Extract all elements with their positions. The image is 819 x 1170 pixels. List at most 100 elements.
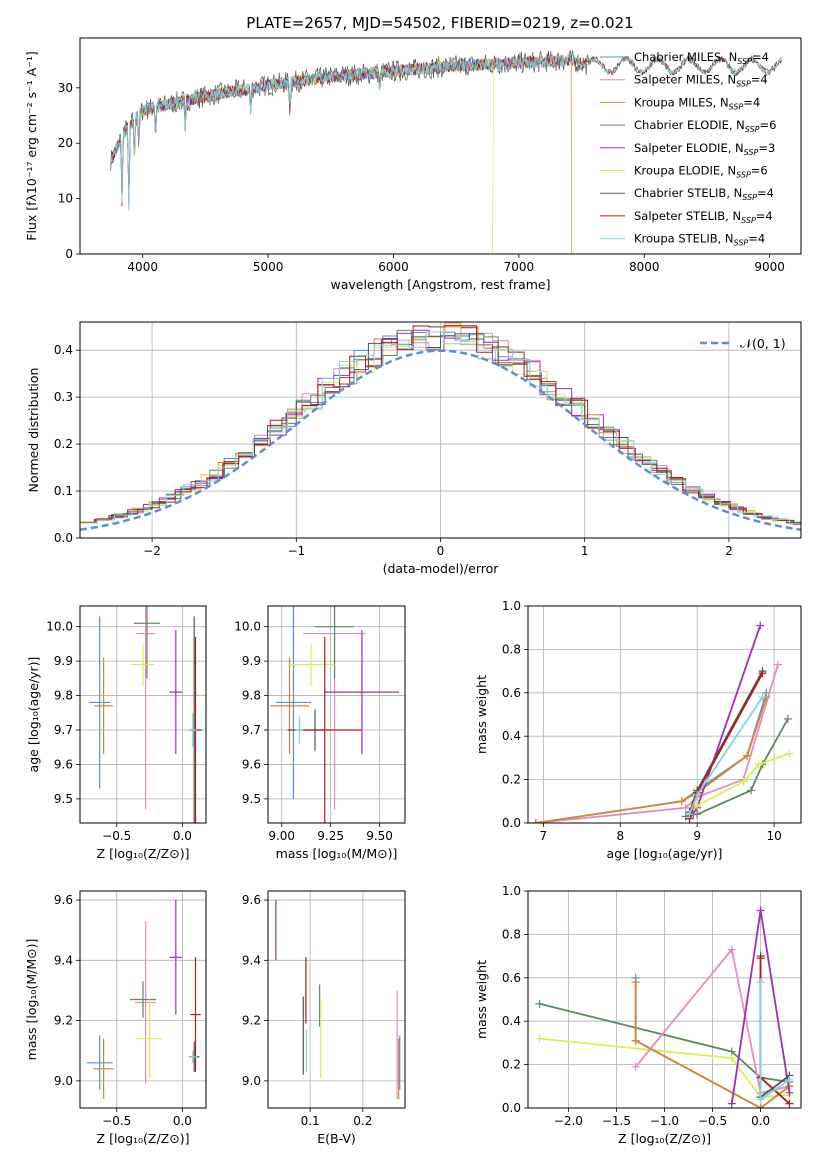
y-tick-label: 1.0 [502,884,521,898]
weight-marker [727,945,736,954]
weight-marker [785,749,794,758]
weight-line [685,718,789,818]
y-tick-label: 0 [65,247,73,261]
legend-entry: Kroupa ELODIE, NSSP=6 [634,164,768,180]
y-tick-label: 0.8 [502,927,521,941]
chart-panel-1: −2 −1 0 1 2 0.0 0.1 0.2 0.3 0.4 (data-model)/error… [26,321,802,576]
spectrum-line-kroupa-elodie [110,57,495,254]
y-tick-label: 0.4 [502,1014,521,1028]
y-tick-label: 9.5 [54,792,73,806]
chart-panel-3: 9.00 9.25 9.50 9.5 9.6 9.7 9.8 9.9 10.0 mass [log… [234,605,406,861]
hist-salpeter-stelib [80,325,801,538]
weight-marker [756,978,765,987]
y-tick-label: 0.0 [54,531,73,545]
y-axis-label: mass [log₁₀(M/M⊙)] [24,939,39,1061]
weight-marker [747,786,756,795]
y-tick-label: 0.3 [54,390,73,404]
weight-marker [773,660,782,669]
x-axis-label: Z [log₁₀(Z/Z⊙)] [97,1131,190,1146]
x-tick-label: 6000 [378,260,409,274]
weight-marker [681,812,690,821]
weight-marker [535,1034,544,1043]
x-tick-label: 0.0 [751,1114,770,1128]
x-tick-label: 5000 [253,260,284,274]
legend-entry: Salpeter STELIB, NSSP=4 [634,209,773,225]
weight-marker [535,999,544,1008]
x-tick-label: −0.5 [698,1114,727,1128]
y-tick-label: 0.4 [502,729,521,743]
weight-marker [631,1062,640,1071]
weight-marker [785,1099,794,1108]
weight-line [535,664,779,823]
hist-kroupa-stelib [80,331,801,538]
y-axis-label: mass weight [474,960,489,1039]
x-tick-label: 0.1 [301,1114,320,1128]
weight-marker [631,1036,640,1045]
chart-panel-6: 0.1 0.2 9.0 9.2 9.4 9.6 E(B-V) [242,890,406,1146]
y-tick-label: 10.0 [46,620,73,634]
y-tick-label: 9.6 [242,757,261,771]
x-tick-label: 0.2 [353,1114,372,1128]
hist-kroupa-elodie [80,323,801,538]
y-tick-label: 30 [58,81,73,95]
weight-marker [756,1104,765,1108]
weight-marker [756,621,765,630]
y-tick-label: 20 [58,136,73,150]
y-axis-label: mass weight [474,675,489,754]
axes-frame [527,890,802,1109]
weight-marker [743,751,752,760]
plot-area [269,606,400,823]
spectrum-line-chabrier-miles [110,53,572,210]
x-tick-label: −1.5 [602,1114,631,1128]
legend-entry: 𝒩(0, 1) [740,336,786,351]
axes-frame [267,890,406,1109]
x-axis-label: (data-model)/error [383,561,500,576]
weight-marker [756,1095,765,1104]
y-tick-label: 9.8 [242,689,261,703]
weight-marker [756,906,765,915]
y-tick-label: 9.2 [54,1014,73,1028]
x-tick-label: −1 [287,544,305,558]
x-axis-label: wavelength [Angstrom, rest frame] [330,277,550,292]
weight-marker [727,1054,736,1063]
x-tick-label: 9.25 [317,829,344,843]
x-tick-label: 1 [581,544,589,558]
figure-title: PLATE=2657, MJD=54502, FIBERID=0219, z=0… [246,14,633,32]
y-tick-label: 9.6 [54,893,73,907]
x-axis-label: E(B-V) [317,1131,356,1146]
plot-area [275,900,401,1099]
y-tick-label: 9.9 [242,654,261,668]
x-tick-label: 7000 [504,260,535,274]
weight-line [634,982,791,1108]
weight-marker [754,760,763,769]
legend-entry: Chabrier MILES, NSSP=4 [634,50,769,66]
spectrum-line-kroupa-stelib [110,54,783,211]
x-tick-label: 10 [766,829,781,843]
weight-marker [783,714,792,723]
legend-entry: Salpeter ELODIE, NSSP=3 [634,141,775,157]
weight-marker [758,669,767,678]
weight-marker [677,797,686,806]
y-axis-label: age [log₁₀(age/yr)] [26,657,41,773]
axes-frame [527,605,802,824]
weight-marker [739,777,748,786]
weight-line [759,956,791,1100]
weight-marker [531,819,540,823]
weight-marker [693,790,702,799]
y-tick-label: 9.6 [54,757,73,771]
y-tick-label: 0.2 [502,773,521,787]
hist-salpeter-elodie [80,327,801,538]
x-tick-label: 4000 [127,260,158,274]
x-tick-label: 2 [725,544,733,558]
x-tick-label: 9.00 [268,829,295,843]
y-axis-label: Flux [fλ10⁻¹⁷ erg cm⁻² s⁻¹ A⁻¹] [24,51,39,240]
x-tick-label: −2 [143,544,161,558]
legend-entry: Salpeter MILES, NSSP=4 [634,73,768,89]
axes-frame [79,890,207,1109]
x-tick-label: 0.0 [173,1114,192,1128]
y-tick-label: 9.4 [54,953,73,967]
weight-marker [693,801,702,810]
y-tick-label: 9.4 [242,953,261,967]
x-tick-label: −0.5 [102,829,131,843]
y-tick-label: 0.6 [502,686,521,700]
